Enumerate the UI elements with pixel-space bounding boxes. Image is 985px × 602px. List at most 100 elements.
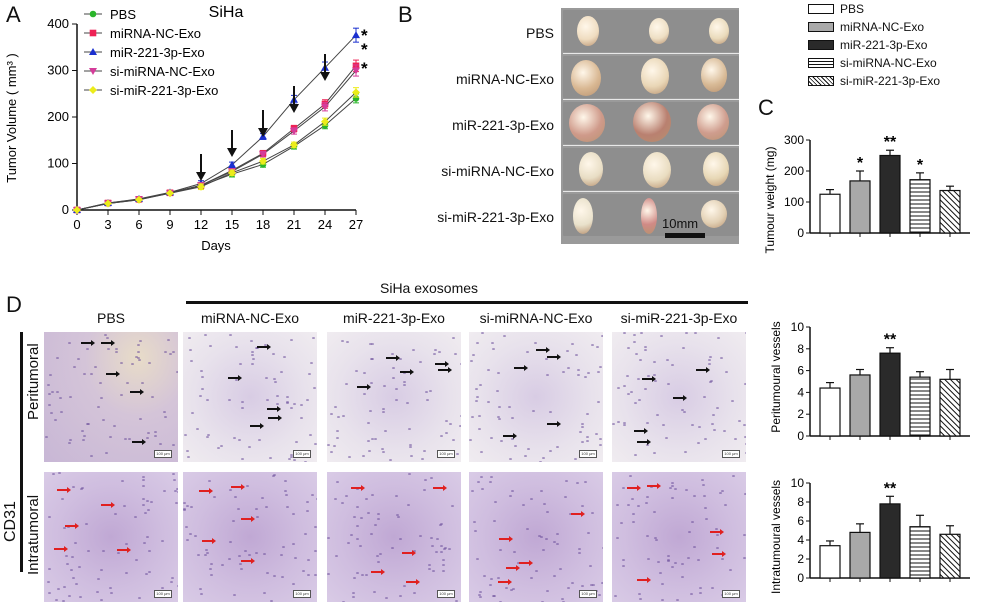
legend-entry: miRNA-NC-Exo xyxy=(808,20,924,34)
nucleus xyxy=(125,543,128,545)
nucleus xyxy=(183,509,186,511)
arrow-marker-head xyxy=(75,523,79,529)
nucleus xyxy=(377,561,380,563)
bar-miR-221-3p-Exo xyxy=(879,154,901,234)
arrow-marker-head xyxy=(516,565,520,571)
nucleus xyxy=(337,416,340,418)
scale-bar-box: 100 μm xyxy=(579,450,597,458)
nucleus xyxy=(532,410,535,412)
arrow-marker-head xyxy=(277,406,281,412)
x-tick-label: 12 xyxy=(194,217,208,232)
x-tick-label: 24 xyxy=(318,217,332,232)
nucleus xyxy=(241,401,244,403)
nucleus xyxy=(481,488,484,490)
nucleus xyxy=(115,348,118,350)
nucleus xyxy=(48,592,51,594)
nucleus xyxy=(428,568,431,570)
scale-bar-box: 100 μm xyxy=(722,590,740,598)
nucleus xyxy=(235,346,238,348)
arrow-head xyxy=(258,128,268,137)
legend-swatch xyxy=(808,22,834,32)
arrow-marker xyxy=(406,581,418,583)
nucleus xyxy=(479,596,482,598)
nucleus xyxy=(81,430,84,432)
nucleus xyxy=(347,542,350,544)
nucleus xyxy=(263,592,266,594)
nucleus xyxy=(336,437,339,439)
nucleus xyxy=(566,350,569,352)
arrow-marker-head xyxy=(412,550,416,556)
legend-label: si-miRNA-NC-Exo xyxy=(840,56,937,70)
nucleus xyxy=(399,358,402,360)
nucleus xyxy=(314,574,317,576)
arrow-marker-head xyxy=(637,485,641,491)
row-divider xyxy=(563,53,739,54)
nucleus xyxy=(430,537,433,539)
nucleus xyxy=(371,343,374,345)
nucleus xyxy=(681,576,684,578)
nucleus xyxy=(348,456,351,458)
tumour-photo-strip xyxy=(563,10,739,52)
arrow-marker xyxy=(257,346,269,348)
nucleus xyxy=(68,442,71,444)
nucleus xyxy=(435,551,438,553)
nucleus xyxy=(333,445,336,447)
nucleus xyxy=(146,500,149,502)
nucleus xyxy=(63,586,66,588)
nucleus xyxy=(209,568,212,570)
nucleus xyxy=(164,351,167,353)
nucleus xyxy=(709,356,712,358)
nucleus xyxy=(697,559,700,561)
tumour-sample xyxy=(577,16,599,46)
nucleus xyxy=(104,334,107,336)
nucleus xyxy=(688,531,691,533)
nucleus xyxy=(634,454,637,456)
bar-PBS xyxy=(819,193,841,234)
nucleus xyxy=(142,485,145,487)
nucleus xyxy=(361,574,364,576)
nucleus xyxy=(479,591,482,593)
nucleus xyxy=(632,513,635,515)
nucleus xyxy=(491,342,494,344)
nucleus xyxy=(429,390,432,392)
micrograph-intratumoral: 100 μm xyxy=(44,472,178,602)
nucleus xyxy=(228,399,231,401)
nucleus xyxy=(269,457,272,459)
legend-entry: si-miRNA-NC-Exo xyxy=(808,56,937,70)
nucleus xyxy=(170,581,173,583)
nucleus xyxy=(78,566,81,568)
nucleus xyxy=(142,476,145,478)
nucleus xyxy=(526,351,529,353)
nucleus xyxy=(567,367,570,369)
nucleus xyxy=(599,438,602,440)
nucleus xyxy=(284,480,287,482)
nucleus xyxy=(229,541,232,543)
nucleus xyxy=(590,584,593,586)
nucleus xyxy=(199,395,202,397)
nucleus xyxy=(434,349,437,351)
nucleus xyxy=(210,574,213,576)
nucleus xyxy=(397,516,400,518)
nucleus xyxy=(442,564,445,566)
bar-miRNA-NC-Exo xyxy=(849,180,871,234)
nucleus xyxy=(459,425,461,427)
nucleus xyxy=(526,528,529,530)
nucleus xyxy=(382,408,385,410)
y-tick-label: 0 xyxy=(797,226,804,240)
nucleus xyxy=(460,415,461,417)
tumour-sample xyxy=(571,60,601,96)
nucleus xyxy=(407,504,410,506)
nucleus xyxy=(659,572,662,574)
nucleus xyxy=(258,439,261,441)
nucleus xyxy=(693,495,696,497)
arrow-marker xyxy=(547,356,559,358)
nucleus xyxy=(599,444,602,446)
arrow-marker xyxy=(642,378,654,380)
micrograph-peritumoral: 100 μm xyxy=(44,332,178,462)
column-label: miR-221-3p-Exo xyxy=(343,310,445,326)
nucleus xyxy=(233,594,236,596)
nucleus xyxy=(584,376,587,378)
nucleus xyxy=(702,484,705,486)
nucleus xyxy=(228,558,231,560)
